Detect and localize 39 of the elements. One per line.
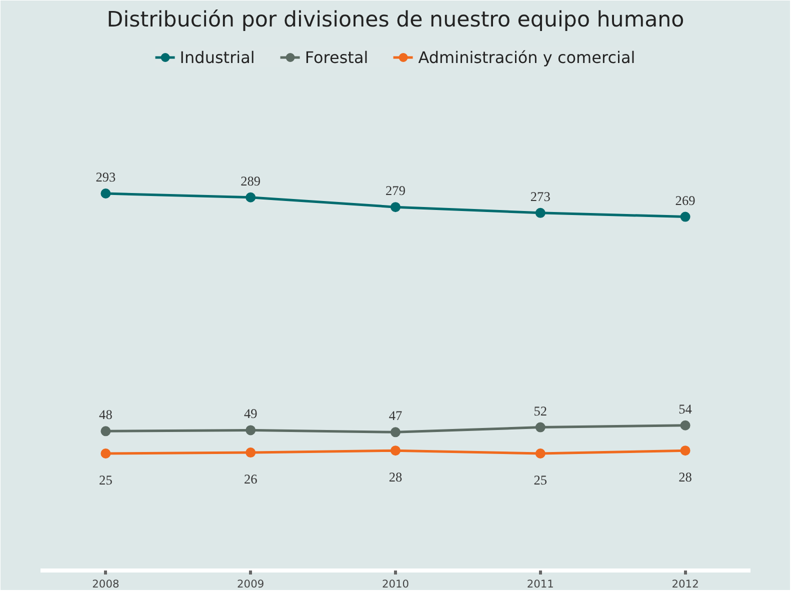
point [535, 208, 546, 218]
data-label: 289 [240, 173, 261, 188]
data-label: 52 [534, 403, 548, 418]
point [246, 192, 256, 202]
data-label: 28 [678, 470, 692, 485]
x-tick-label: 2011 [526, 578, 554, 590]
data-label: 25 [99, 472, 113, 488]
point [246, 425, 256, 436]
point [390, 427, 400, 438]
point [100, 188, 111, 198]
data-label: 279 [386, 183, 406, 198]
x-tick-label: 2008 [92, 578, 120, 590]
data-label: 47 [388, 408, 402, 424]
point [100, 426, 111, 436]
data-label: 293 [96, 170, 116, 184]
data-label: 54 [678, 401, 692, 416]
x-tick-label: 2009 [237, 578, 264, 590]
point [535, 448, 546, 458]
point [680, 420, 690, 430]
data-label: 28 [388, 470, 402, 485]
x-tick-label: 2012 [672, 578, 699, 590]
point [680, 212, 690, 222]
point [680, 446, 690, 456]
point [246, 448, 256, 458]
legend-label: Administración y comercial [418, 48, 636, 66]
legend-label: Industrial [180, 48, 255, 66]
point [100, 448, 111, 458]
point [390, 446, 400, 456]
data-label: 49 [244, 406, 258, 422]
point [390, 202, 400, 212]
data-label: 273 [530, 188, 551, 204]
data-label: 26 [244, 472, 258, 487]
data-label: 25 [534, 472, 548, 488]
data-label: 48 [99, 407, 113, 422]
data-label: 269 [675, 192, 696, 208]
chart-title: Distribución por divisiones de nuestro equipo humano [106, 8, 684, 32]
point [535, 422, 546, 432]
legend-label: Forestal [304, 48, 368, 66]
x-tick-label: 2010 [382, 578, 410, 590]
